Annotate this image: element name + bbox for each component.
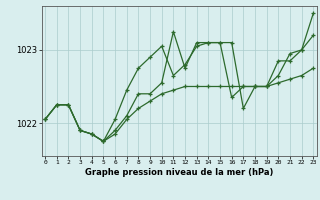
X-axis label: Graphe pression niveau de la mer (hPa): Graphe pression niveau de la mer (hPa) bbox=[85, 168, 273, 177]
